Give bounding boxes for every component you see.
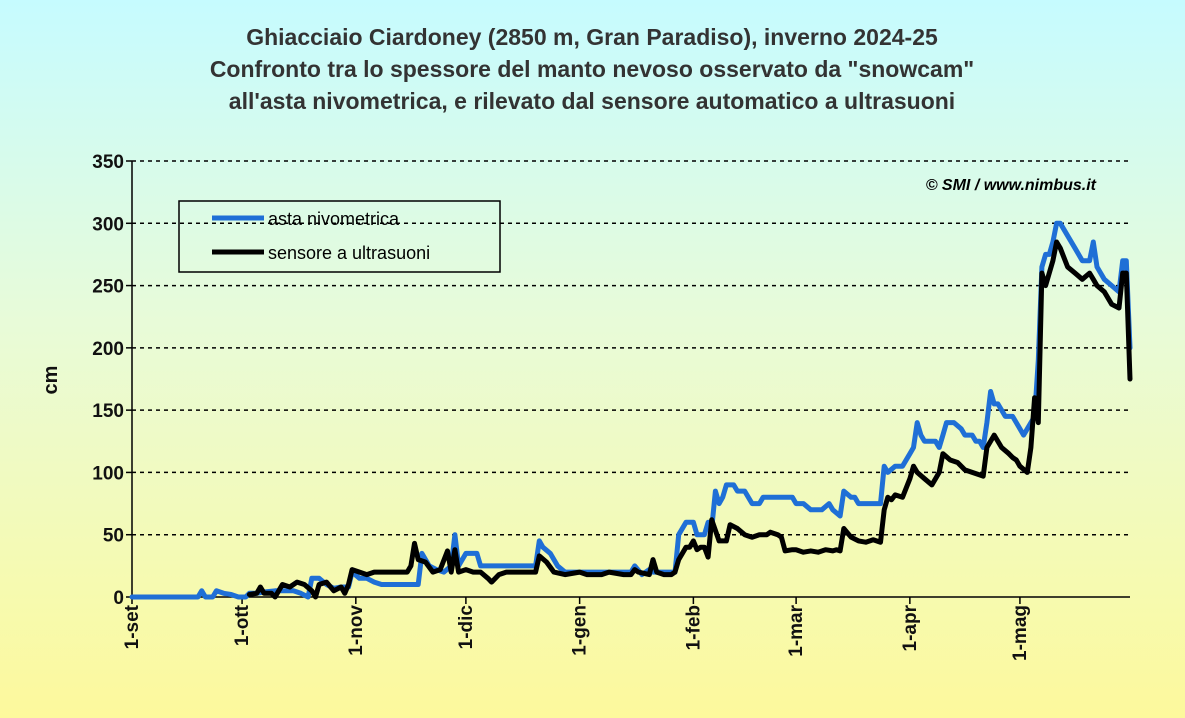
y-tick-label-0: 0: [113, 588, 124, 609]
y-axis-label: cm: [40, 366, 62, 395]
gridlines: [132, 160, 1130, 536]
title-line-1: Ghiacciaio Ciardoney (2850 m, Gran Parad…: [246, 24, 938, 50]
series-lines: [129, 220, 1133, 600]
x-tick-label-1: 1-ott: [232, 604, 253, 646]
x-tick-label-0: 1-set: [122, 604, 143, 649]
series-line-sensore-ultrasuoni: [246, 239, 1133, 600]
legend: asta nivometrica sensore a ultrasuoni: [178, 200, 501, 273]
x-tick-label-4: 1-gen: [570, 605, 591, 656]
x-tick-label-5: 1-feb: [683, 605, 704, 650]
title-line-2: Confronto tra lo spessore del manto nevo…: [210, 56, 974, 82]
legend-label-sensore: sensore a ultrasuoni: [268, 243, 430, 263]
y-tick-label-3: 150: [92, 401, 124, 422]
y-tick-label-7: 350: [92, 152, 124, 173]
y-tick-label-5: 250: [92, 277, 124, 298]
y-tick-label-1: 50: [103, 526, 124, 547]
y-tick-label-4: 200: [92, 339, 124, 360]
y-tick-label-2: 100: [92, 463, 124, 484]
y-axis-ticks: 0 50 100 150 200 250 300 350: [92, 152, 132, 609]
legend-box: [178, 200, 501, 273]
x-tick-label-8: 1-mag: [1010, 605, 1031, 661]
y-tick-label-6: 300: [92, 214, 124, 235]
title-line-3: all'asta nivometrica, e rilevato dal sen…: [229, 88, 955, 114]
x-axis-ticks: 1-set 1-ott 1-nov 1-dic 1-gen 1-feb 1-mar 1-apr…: [122, 597, 1031, 661]
legend-label-asta: asta nivometrica: [268, 209, 400, 229]
credit-text: © SMI / www.nimbus.it: [926, 177, 1097, 194]
x-tick-label-3: 1-dic: [456, 605, 477, 650]
x-tick-label-7: 1-apr: [900, 604, 921, 651]
x-tick-label-2: 1-nov: [346, 605, 367, 656]
chart-title: Ghiacciaio Ciardoney (2850 m, Gran Parad…: [210, 24, 974, 114]
x-tick-label-6: 1-mar: [786, 604, 807, 656]
